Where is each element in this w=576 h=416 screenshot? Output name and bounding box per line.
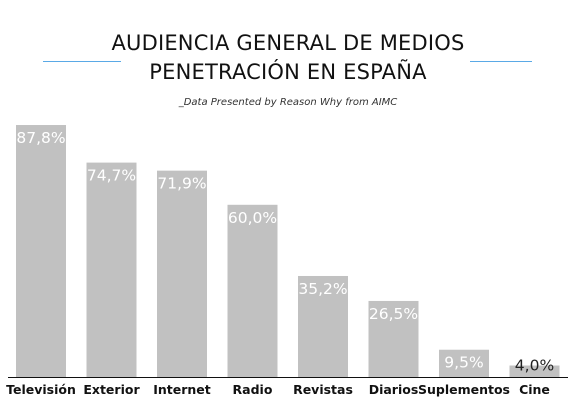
bar-value-label-1: 74,7% (87, 167, 136, 185)
bar-1 (86, 162, 137, 377)
category-label-1: Exterior (83, 382, 140, 397)
category-label-2: Internet (153, 382, 211, 397)
category-label-4: Revistas (293, 382, 353, 397)
bar-value-label-3: 60,0% (228, 209, 277, 227)
category-label-5: Diarios (369, 382, 419, 397)
chart-title-line-1: AUDIENCIA GENERAL DE MEDIOS (111, 31, 465, 55)
bar-7 (509, 365, 560, 377)
chart-subtitle: _Data Presented by Reason Why from AIMC (178, 97, 398, 108)
bar-value-label-2: 71,9% (157, 175, 206, 193)
bar-6 (439, 349, 489, 377)
bar-value-label-5: 26,5% (369, 305, 418, 323)
category-label-3: Radio (233, 382, 273, 397)
bar-value-label-4: 35,2% (298, 280, 347, 298)
category-label-6: Suplementos (418, 382, 510, 397)
bar-0 (16, 125, 66, 377)
bar-5 (368, 300, 419, 377)
chart-title-line-2: PENETRACIÓN EN ESPAÑA (149, 60, 427, 84)
bar-value-label-6: 9,5% (444, 354, 483, 372)
title-rule-right (470, 61, 532, 62)
title-rule-left (43, 61, 121, 62)
category-label-0: Televisión (6, 382, 76, 397)
category-label-7: Cine (519, 382, 550, 397)
bar-2 (157, 170, 207, 377)
bar-value-label-0: 87,8% (16, 129, 65, 147)
bar-4 (298, 275, 348, 377)
bar-3 (227, 204, 278, 377)
bar-value-label-7: 4,0% (515, 357, 554, 375)
